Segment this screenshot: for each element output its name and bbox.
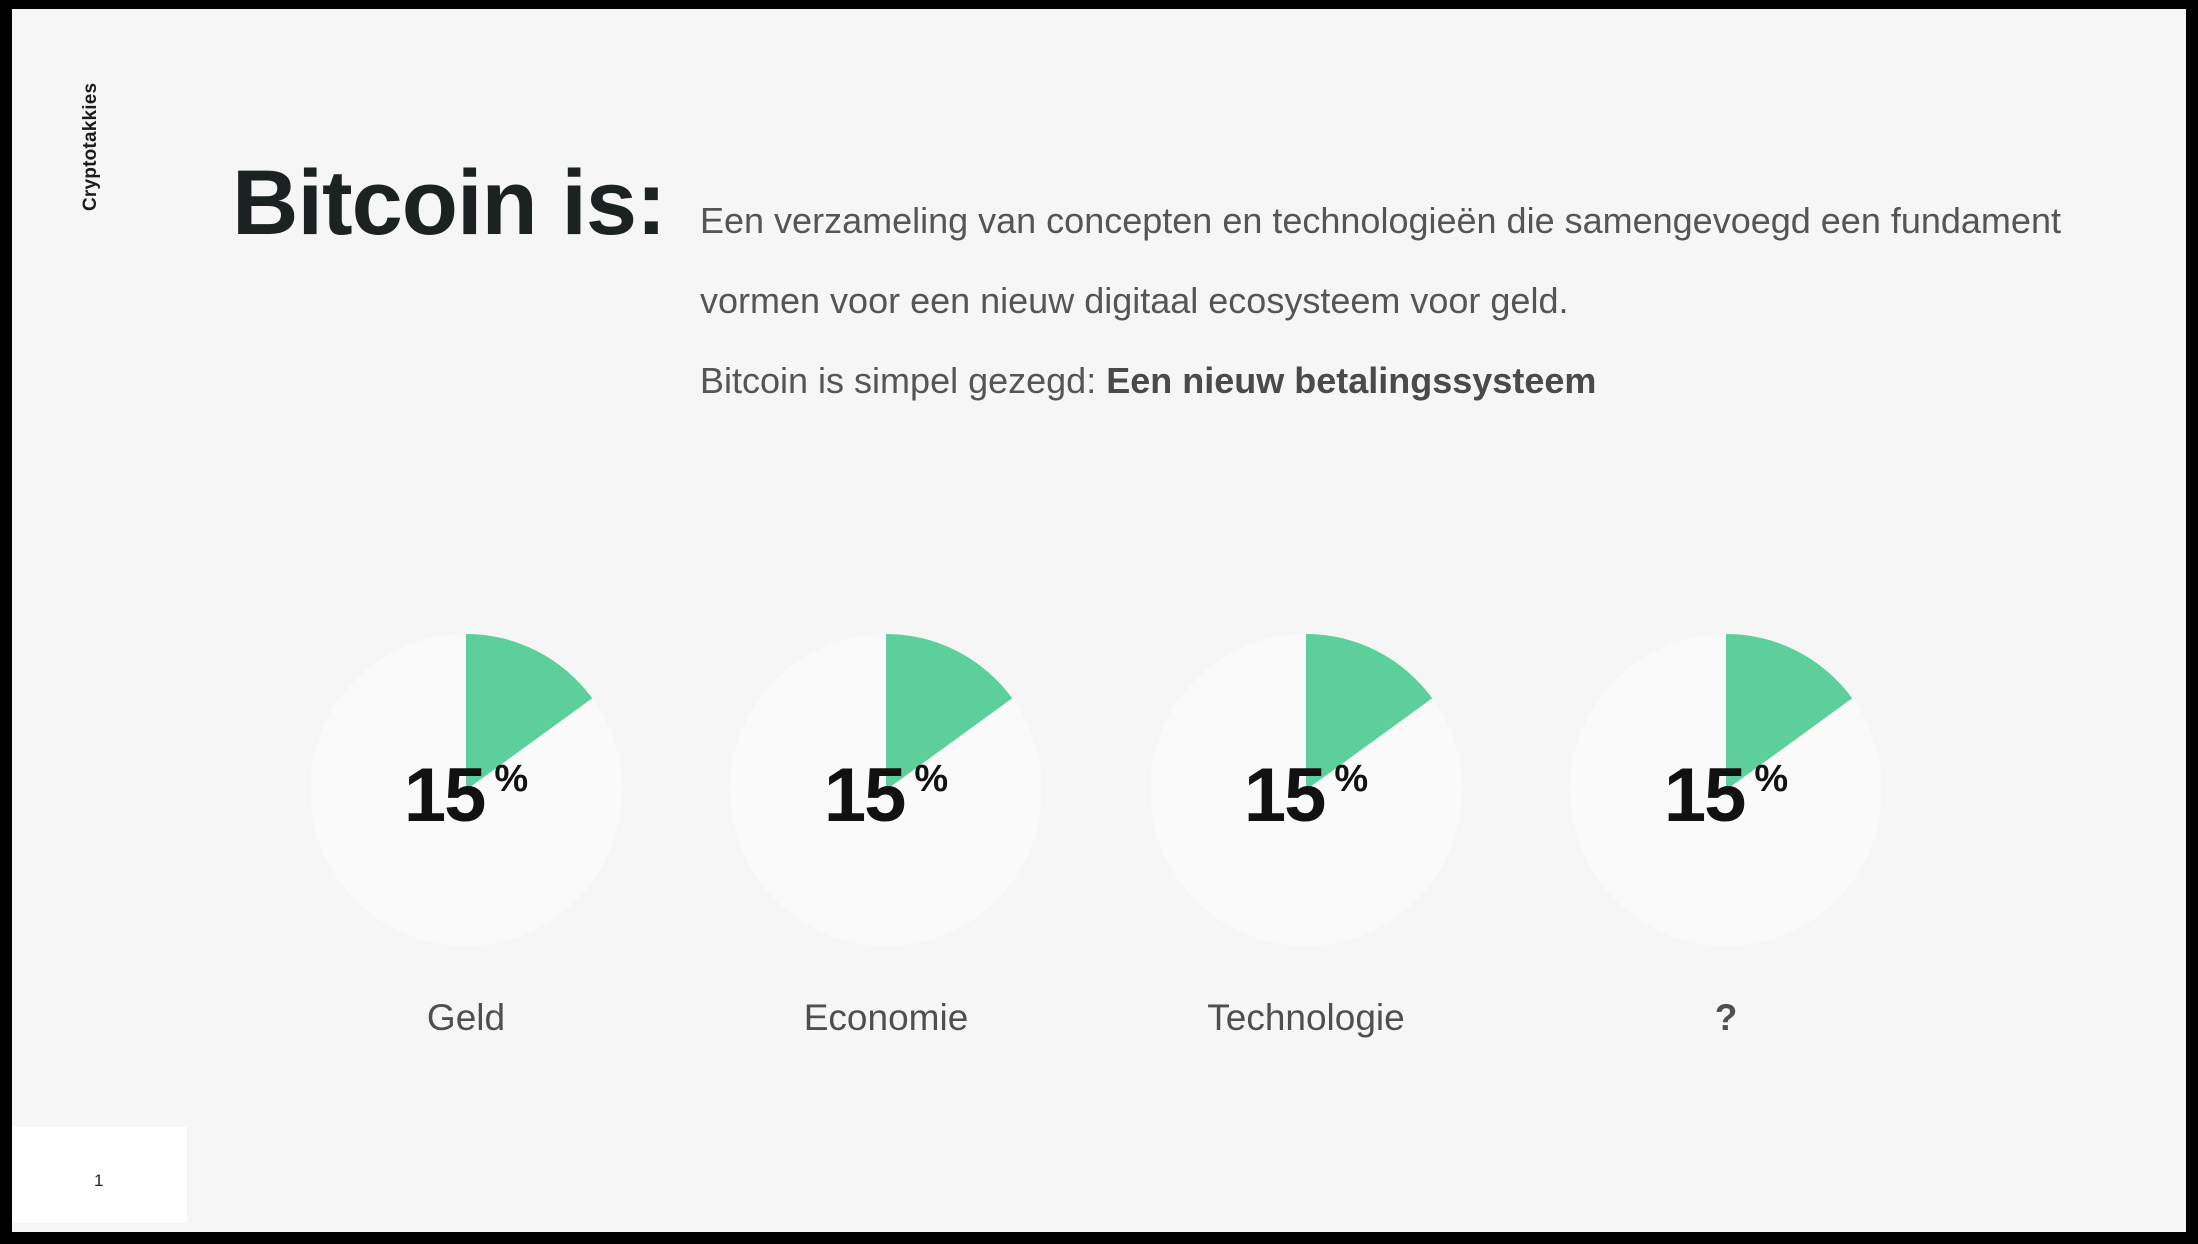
description: Een verzameling van concepten en technol… [700, 181, 2100, 421]
pie-chart-svg [1570, 634, 1882, 946]
percentage-value: 15 [823, 753, 907, 838]
pie-chart-svg [310, 634, 622, 946]
pie-slice [1306, 634, 1433, 790]
percentage-label: 15% [1150, 752, 1462, 839]
percentage-value: 15 [1663, 753, 1747, 838]
slide: Cryptotakkies Bitcoin is: Een verzamelin… [12, 9, 2186, 1232]
chart-caption: ? [1714, 997, 1738, 1038]
pie-slice [1726, 634, 1853, 790]
page-number-box: 1 [12, 1127, 187, 1223]
pie-slice [886, 634, 1013, 790]
chart-caption: Economie [803, 997, 969, 1038]
percentage-label: 15% [1570, 752, 1882, 839]
percentage-unit: % [494, 758, 529, 800]
chart-caption: Geld [426, 997, 506, 1038]
percentage-value: 15 [1243, 753, 1327, 838]
pie-slice [466, 634, 593, 790]
brand-label: Cryptotakkies [80, 82, 101, 211]
percentage-value: 15 [403, 753, 487, 838]
percentage-label: 15% [310, 752, 622, 839]
description-prefix: Bitcoin is simpel gezegd: [700, 360, 1107, 401]
description-highlight: Een nieuw betalingssysteem [1106, 360, 1597, 401]
pie-chart-economie: 15% Economie [730, 634, 1042, 1054]
percentage-unit: % [1754, 758, 1789, 800]
percentage-unit: % [1334, 758, 1369, 800]
pie-chart-geld: 15% Geld [310, 634, 622, 1054]
description-line-2: Bitcoin is simpel gezegd: Een nieuw beta… [700, 341, 2100, 421]
description-line-1: Een verzameling van concepten en technol… [700, 200, 2061, 321]
pie-chart-technologie: 15% Technologie [1150, 634, 1462, 1054]
slide-title: Bitcoin is: [232, 152, 667, 254]
percentage-label: 15% [730, 752, 1042, 839]
percentage-unit: % [914, 758, 949, 800]
pie-chart-svg [730, 634, 1042, 946]
page-number: 1 [94, 1171, 104, 1190]
pie-charts-row: 15% Geld 15% Economie [12, 634, 2186, 1054]
pie-chart-unknown: 15% ? [1570, 634, 1882, 1054]
chart-caption: Technologie [1207, 997, 1405, 1038]
pie-chart-svg [1150, 634, 1462, 946]
